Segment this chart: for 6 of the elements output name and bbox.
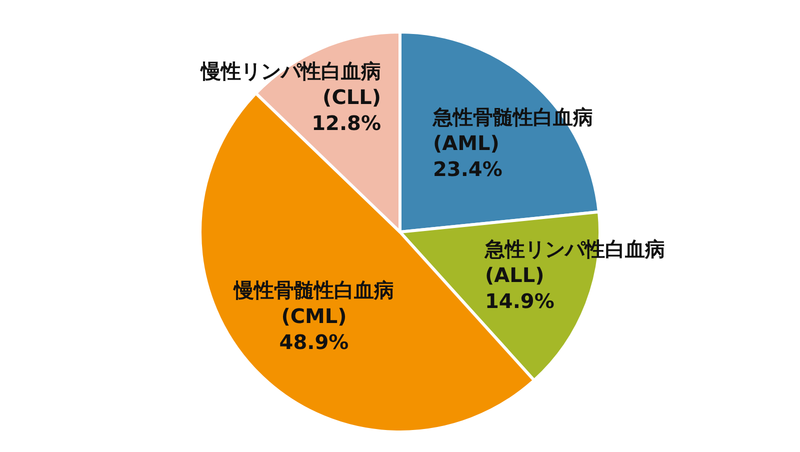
data-label: 48.9% [279,330,349,354]
data-label: 14.9% [485,289,554,313]
slice-label: 慢性リンパ性白血病 (CLL) [200,59,381,109]
data-label: 12.8% [312,111,381,135]
slice-label: 慢性骨髄性白血病 (CML) [233,278,394,328]
data-label: 23.4% [433,157,502,181]
